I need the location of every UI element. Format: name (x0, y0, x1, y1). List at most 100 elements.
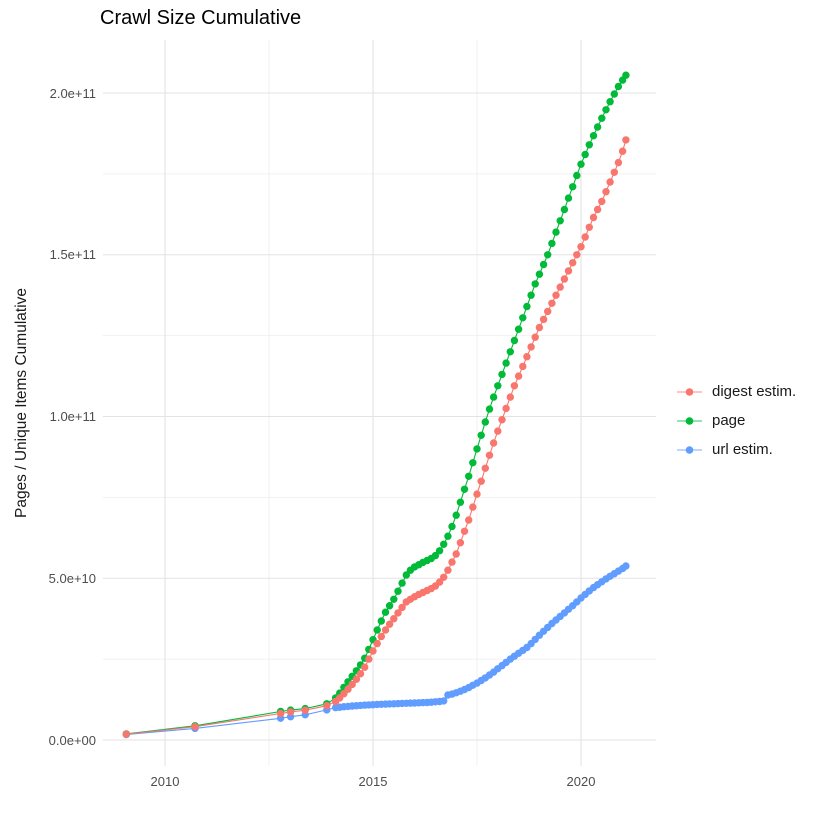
data-point-page (494, 382, 502, 390)
data-point-digest-estim- (481, 464, 489, 472)
data-point-digest-estim- (502, 404, 510, 413)
data-point-page (577, 160, 585, 168)
data-point-digest-estim- (191, 723, 199, 731)
data-point-page (431, 551, 440, 560)
x-tick-label: 2020 (566, 774, 596, 789)
data-point-page (610, 90, 618, 98)
data-point-digest-estim- (276, 709, 285, 718)
data-point-page (402, 571, 410, 579)
data-point-digest-estim- (356, 670, 365, 678)
data-point-page (544, 251, 552, 259)
data-point-page (440, 540, 448, 548)
data-point-digest-estim- (361, 663, 369, 671)
data-point-url-estim- (440, 697, 448, 705)
data-point-page (502, 359, 510, 367)
data-point-page (444, 532, 452, 540)
data-point-digest-estim- (573, 251, 581, 259)
data-point-digest-estim- (323, 702, 331, 710)
data-point-page (548, 239, 556, 248)
data-point-page (556, 217, 564, 225)
data-point-digest-estim- (365, 655, 373, 663)
data-point-digest-estim- (519, 362, 527, 371)
data-point-digest-estim- (394, 609, 402, 617)
data-point-page (523, 302, 531, 311)
data-point-digest-estim- (577, 243, 585, 251)
data-point-digest-estim- (381, 626, 390, 634)
legend-key-url-estim (677, 445, 702, 454)
data-point-digest-estim- (618, 147, 627, 155)
legend-label-page: page (712, 412, 746, 429)
x-tick-label: 2015 (358, 774, 388, 789)
data-point-page (531, 280, 539, 288)
data-point-page (469, 459, 477, 467)
data-point-digest-estim- (473, 490, 481, 498)
data-point-digest-estim- (527, 343, 535, 351)
data-point-digest-estim- (348, 680, 356, 689)
data-point-page (485, 405, 494, 413)
data-point-page (377, 617, 385, 625)
data-point-page (435, 547, 444, 555)
data-point-page (510, 336, 519, 345)
data-point-page (381, 608, 390, 616)
data-point-page (602, 106, 610, 114)
data-point-digest-estim- (456, 539, 465, 547)
data-point-page (473, 445, 481, 453)
legend-entry-url-estim: url estim. (676, 439, 796, 460)
data-point-digest-estim- (352, 675, 361, 683)
data-point-page (460, 485, 469, 493)
data-point-page (506, 348, 514, 356)
data-point-page (573, 171, 581, 180)
data-point-page (481, 418, 489, 426)
data-point-digest-estim- (377, 632, 385, 641)
legend-key-page (677, 416, 702, 425)
data-point-page (552, 228, 560, 236)
data-point-digest-estim- (585, 223, 593, 231)
data-point-digest-estim- (452, 550, 460, 558)
data-point-digest-estim- (614, 158, 623, 167)
data-point-page (564, 194, 573, 202)
data-point-digest-estim- (390, 615, 398, 623)
data-point-digest-estim- (444, 566, 452, 574)
data-point-page (593, 123, 602, 131)
data-point-digest-estim- (485, 451, 494, 459)
data-point-digest-estim- (564, 267, 573, 275)
data-point-page (452, 511, 460, 519)
data-point-page (394, 587, 402, 595)
data-point-digest-estim- (398, 603, 406, 612)
data-point-page (448, 522, 456, 531)
legend-entry-page: page (676, 410, 796, 431)
data-point-digest-estim- (589, 213, 598, 222)
data-point-digest-estim- (448, 558, 456, 566)
data-point-page (390, 595, 398, 603)
data-point-page (477, 431, 485, 439)
data-point-digest-estim- (598, 197, 606, 206)
data-point-digest-estim- (373, 639, 381, 648)
data-point-digest-estim- (440, 573, 448, 581)
data-point-digest-estim- (506, 393, 514, 401)
data-point-page (585, 141, 593, 149)
data-point-digest-estim- (552, 291, 560, 299)
data-point-digest-estim- (523, 353, 531, 361)
y-tick-label: 0.0e+00 (48, 732, 96, 748)
data-point-digest-estim- (622, 136, 630, 144)
data-point-digest-estim- (535, 323, 544, 332)
chart-title: Crawl Size Cumulative (100, 7, 302, 29)
data-point-digest-estim- (606, 178, 614, 186)
data-point-page (606, 98, 614, 106)
legend-label-url-estim: url estim. (712, 441, 773, 458)
data-point-page (614, 82, 623, 91)
data-point-page (373, 626, 381, 634)
y-tick-label: 1.5e+11 (49, 247, 96, 263)
legend-key-point (685, 445, 694, 454)
data-point-digest-estim- (344, 685, 352, 693)
data-point-digest-estim- (548, 299, 556, 307)
data-point-url-estim- (622, 562, 630, 570)
data-point-page (581, 150, 589, 159)
data-point-page (598, 114, 606, 122)
data-point-digest-estim- (301, 706, 309, 714)
data-point-page (519, 314, 527, 322)
data-point-page (465, 472, 473, 480)
data-point-digest-estim- (489, 439, 498, 447)
data-point-digest-estim- (385, 620, 394, 628)
